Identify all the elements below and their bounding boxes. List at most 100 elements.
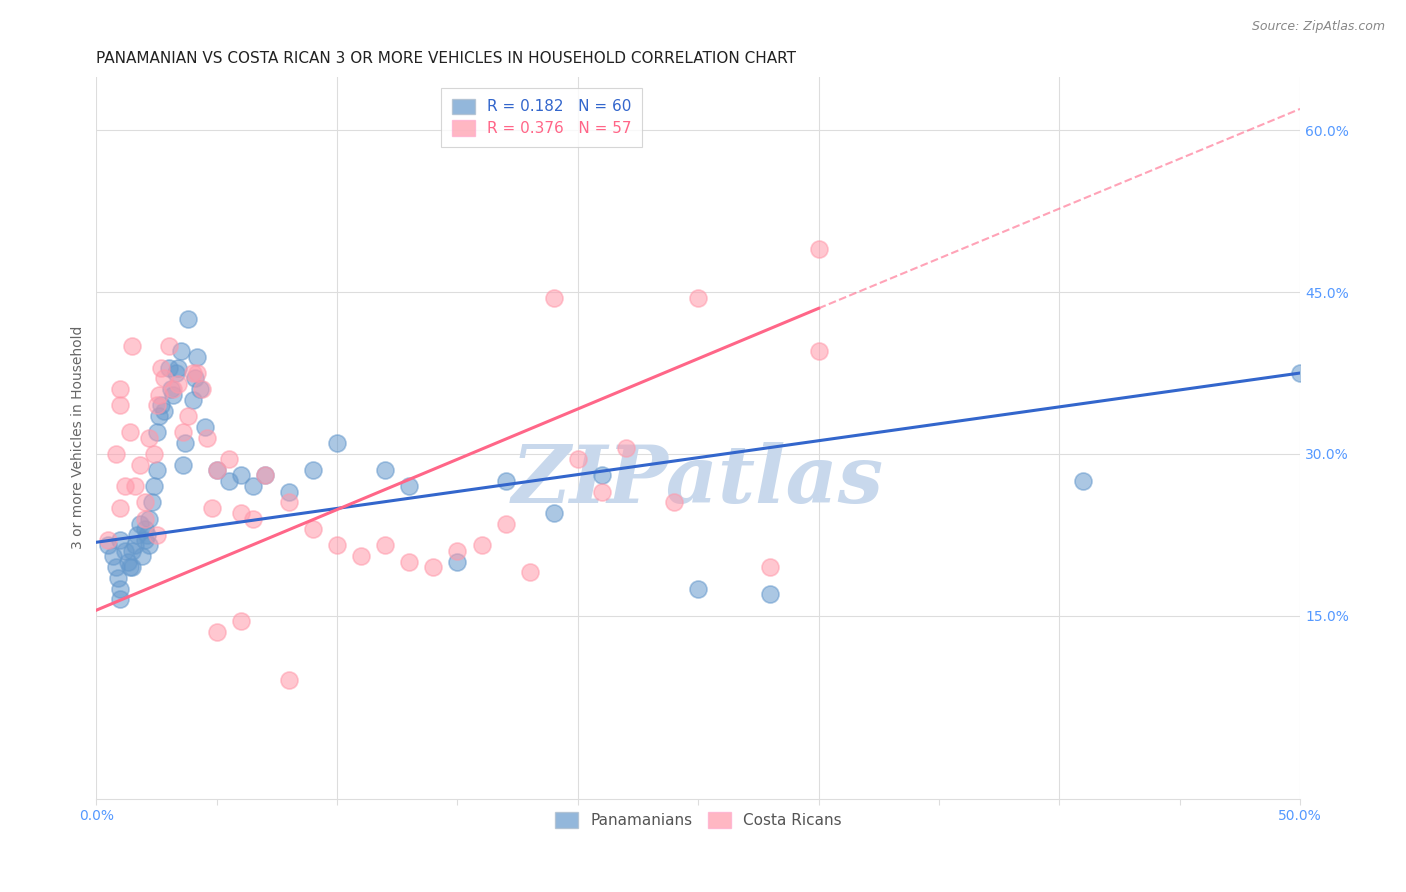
Point	[181, 366, 204, 380]
Point	[172, 458, 194, 472]
Point	[103, 549, 125, 564]
Point	[167, 360, 190, 375]
Point	[150, 360, 173, 375]
Point	[110, 582, 132, 596]
Point	[138, 539, 160, 553]
Point	[167, 376, 190, 391]
Point	[162, 387, 184, 401]
Point	[807, 242, 830, 256]
Point	[495, 474, 517, 488]
Point	[218, 474, 240, 488]
Point	[374, 463, 396, 477]
Text: ZIPatlas: ZIPatlas	[512, 442, 884, 520]
Point	[121, 339, 143, 353]
Point	[662, 495, 685, 509]
Point	[446, 555, 468, 569]
Point	[138, 431, 160, 445]
Point	[614, 442, 637, 456]
Point	[104, 447, 127, 461]
Point	[1289, 366, 1312, 380]
Point	[591, 468, 613, 483]
Point	[181, 392, 204, 407]
Legend: Panamanians, Costa Ricans: Panamanians, Costa Ricans	[548, 806, 848, 835]
Point	[188, 382, 211, 396]
Point	[1073, 474, 1095, 488]
Point	[107, 571, 129, 585]
Point	[446, 544, 468, 558]
Text: PANAMANIAN VS COSTA RICAN 3 OR MORE VEHICLES IN HOUSEHOLD CORRELATION CHART: PANAMANIAN VS COSTA RICAN 3 OR MORE VEHI…	[97, 51, 796, 66]
Point	[302, 522, 325, 536]
Point	[184, 371, 207, 385]
Point	[278, 495, 301, 509]
Point	[160, 382, 183, 396]
Point	[143, 479, 166, 493]
Point	[145, 398, 167, 412]
Point	[121, 544, 143, 558]
Point	[567, 452, 589, 467]
Point	[157, 360, 180, 375]
Point	[152, 371, 174, 385]
Point	[229, 614, 252, 628]
Point	[141, 495, 163, 509]
Point	[128, 458, 150, 472]
Point	[157, 339, 180, 353]
Point	[169, 344, 191, 359]
Point	[145, 527, 167, 541]
Point	[97, 539, 120, 553]
Point	[128, 516, 150, 531]
Point	[205, 463, 228, 477]
Point	[201, 500, 224, 515]
Point	[143, 447, 166, 461]
Point	[229, 506, 252, 520]
Point	[148, 409, 170, 424]
Point	[110, 382, 132, 396]
Point	[177, 409, 200, 424]
Point	[759, 560, 782, 574]
Point	[127, 527, 149, 541]
Point	[326, 539, 349, 553]
Point	[374, 539, 396, 553]
Point	[302, 463, 325, 477]
Point	[138, 511, 160, 525]
Point	[688, 291, 710, 305]
Y-axis label: 3 or more Vehicles in Household: 3 or more Vehicles in Household	[72, 326, 86, 549]
Point	[242, 479, 264, 493]
Point	[110, 500, 132, 515]
Point	[218, 452, 240, 467]
Point	[326, 436, 349, 450]
Point	[120, 425, 142, 440]
Point	[422, 560, 444, 574]
Point	[253, 468, 276, 483]
Point	[205, 463, 228, 477]
Point	[150, 398, 173, 412]
Point	[145, 425, 167, 440]
Point	[97, 533, 120, 548]
Point	[807, 344, 830, 359]
Point	[134, 533, 156, 548]
Point	[134, 495, 156, 509]
Point	[191, 382, 214, 396]
Point	[152, 403, 174, 417]
Point	[229, 468, 252, 483]
Point	[186, 366, 208, 380]
Point	[253, 468, 276, 483]
Point	[162, 382, 184, 396]
Point	[688, 582, 710, 596]
Point	[134, 522, 156, 536]
Point	[278, 673, 301, 688]
Point	[350, 549, 373, 564]
Point	[195, 431, 218, 445]
Point	[205, 624, 228, 639]
Point	[543, 506, 565, 520]
Point	[398, 555, 420, 569]
Point	[145, 463, 167, 477]
Point	[114, 544, 136, 558]
Point	[177, 312, 200, 326]
Point	[134, 511, 156, 525]
Point	[121, 560, 143, 574]
Point	[120, 560, 142, 574]
Point	[110, 533, 132, 548]
Point	[242, 511, 264, 525]
Point	[278, 484, 301, 499]
Point	[124, 539, 146, 553]
